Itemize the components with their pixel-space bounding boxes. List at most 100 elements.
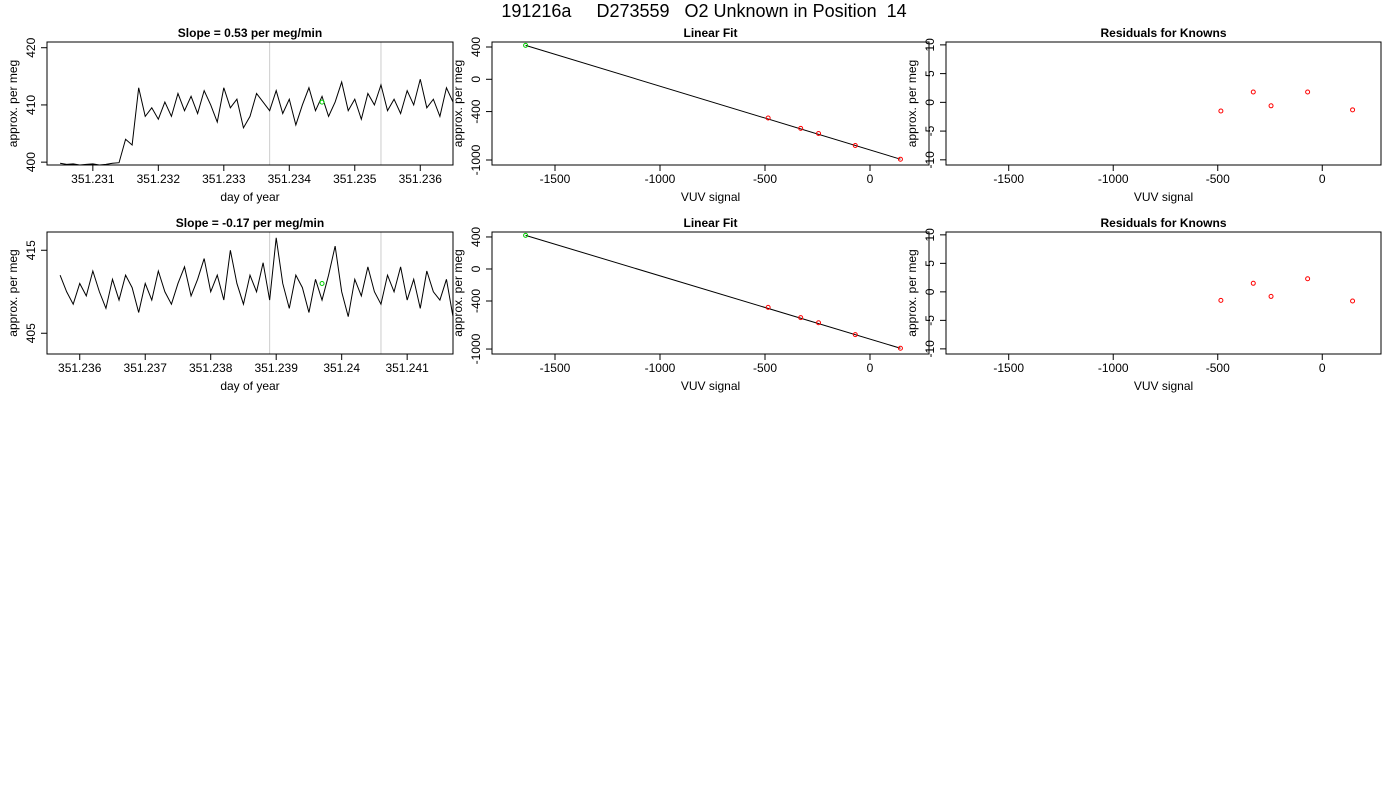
y-tick-label: 415	[24, 240, 38, 260]
x-axis-label: day of year	[220, 379, 279, 393]
x-tick-label: -500	[1206, 361, 1230, 375]
y-axis-label: approx. per meg	[451, 60, 465, 147]
point	[852, 142, 858, 148]
point	[1250, 89, 1256, 95]
x-axis-label: day of year	[220, 190, 279, 204]
plot-frame	[945, 231, 1382, 355]
plot-frame	[46, 41, 454, 166]
point	[1250, 280, 1256, 286]
x-tick-label: 351.237	[124, 361, 168, 375]
x-tick-label: -1500	[993, 361, 1024, 375]
plot-area	[59, 232, 453, 354]
panel-title: Residuals for Knowns	[1100, 26, 1226, 40]
y-tick-label: -400	[469, 99, 483, 123]
y-tick-label: -1000	[469, 144, 483, 175]
y-tick-label: -1000	[469, 333, 483, 364]
y-tick-label: 405	[24, 323, 38, 343]
plot-area	[1218, 276, 1356, 304]
x-tick-label: -1000	[1098, 361, 1129, 375]
panel: Residuals for Knowns VUV signal approx. pe…	[905, 26, 1382, 204]
panel: Linear Fit VUV signal approx. per meg -1500…	[451, 216, 930, 393]
data-line	[59, 237, 453, 317]
point	[1218, 108, 1224, 114]
y-tick-label: 420	[24, 37, 38, 57]
y-axis-label: approx. per meg	[905, 60, 919, 147]
x-tick-label: 351.238	[189, 361, 233, 375]
x-tick-label: 0	[1319, 172, 1326, 186]
data-line	[60, 79, 453, 165]
y-tick-label: 5	[923, 260, 937, 267]
y-tick-label: -5	[923, 315, 937, 326]
y-tick-label: 0	[923, 288, 937, 295]
point	[523, 232, 529, 238]
panel: Linear Fit VUV signal approx. per meg -1500…	[451, 26, 930, 204]
x-tick-label: 0	[867, 172, 874, 186]
y-tick-label: -5	[923, 125, 937, 136]
y-tick-label: 400	[469, 227, 483, 247]
y-tick-label: 5	[923, 70, 937, 77]
plot-area	[1218, 89, 1356, 114]
x-tick-label: -500	[1206, 172, 1230, 186]
y-tick-label: 400	[24, 152, 38, 172]
point	[816, 320, 822, 326]
plot-area	[523, 232, 903, 351]
x-tick-label: 0	[1319, 361, 1326, 375]
y-tick-label: 0	[469, 76, 483, 83]
x-tick-label: 351.234	[268, 172, 312, 186]
y-tick-label: 10	[923, 228, 937, 242]
panel-title: Linear Fit	[683, 216, 737, 230]
y-axis-label: approx. per meg	[6, 60, 20, 147]
y-tick-label: -10	[923, 340, 937, 358]
fit-line	[525, 234, 901, 349]
point	[1305, 89, 1311, 95]
y-tick-label: 400	[469, 37, 483, 57]
plot-frame	[491, 231, 930, 355]
point	[1268, 293, 1274, 299]
y-tick-label: 0	[923, 99, 937, 106]
panel: Slope = -0.17 per meg/min day of year appr…	[6, 216, 454, 393]
x-tick-label: 351.231	[71, 172, 115, 186]
point	[1350, 107, 1356, 113]
x-tick-label: -1000	[645, 361, 676, 375]
point	[798, 125, 804, 131]
point	[1218, 297, 1224, 303]
x-tick-label: -1500	[540, 361, 571, 375]
point	[897, 156, 903, 162]
x-tick-label: 351.236	[58, 361, 102, 375]
point	[1268, 103, 1274, 109]
x-tick-label: -500	[753, 361, 777, 375]
y-axis-label: approx. per meg	[905, 249, 919, 336]
point	[798, 315, 804, 321]
plot-area	[523, 42, 903, 162]
x-tick-label: 351.236	[399, 172, 443, 186]
point	[852, 332, 858, 338]
point	[897, 345, 903, 351]
x-tick-label: 351.233	[202, 172, 246, 186]
y-tick-label: 0	[469, 265, 483, 272]
x-axis-label: VUV signal	[1134, 379, 1193, 393]
point	[816, 131, 822, 137]
plot-frame	[491, 41, 930, 166]
plot-area	[60, 42, 453, 165]
x-tick-label: -1500	[540, 172, 571, 186]
point	[765, 115, 771, 121]
x-tick-label: 351.239	[254, 361, 298, 375]
y-axis-label: approx. per meg	[451, 249, 465, 336]
x-tick-label: -1000	[645, 172, 676, 186]
x-tick-label: 351.235	[333, 172, 377, 186]
highlight-point	[319, 99, 325, 105]
y-tick-label: 410	[24, 95, 38, 115]
x-tick-label: 0	[867, 361, 874, 375]
y-tick-label: 10	[923, 38, 937, 52]
panel-title: Residuals for Knowns	[1100, 216, 1226, 230]
y-tick-label: -10	[923, 151, 937, 169]
y-axis-label: approx. per meg	[6, 249, 20, 336]
x-axis-label: VUV signal	[1134, 190, 1193, 204]
panel-title: Linear Fit	[683, 26, 737, 40]
x-axis-label: VUV signal	[681, 379, 740, 393]
panel: Residuals for Knowns VUV signal approx. pe…	[905, 216, 1382, 393]
x-axis-label: VUV signal	[681, 190, 740, 204]
panel-title: Slope = -0.17 per meg/min	[176, 216, 324, 230]
highlight-point	[319, 280, 325, 286]
